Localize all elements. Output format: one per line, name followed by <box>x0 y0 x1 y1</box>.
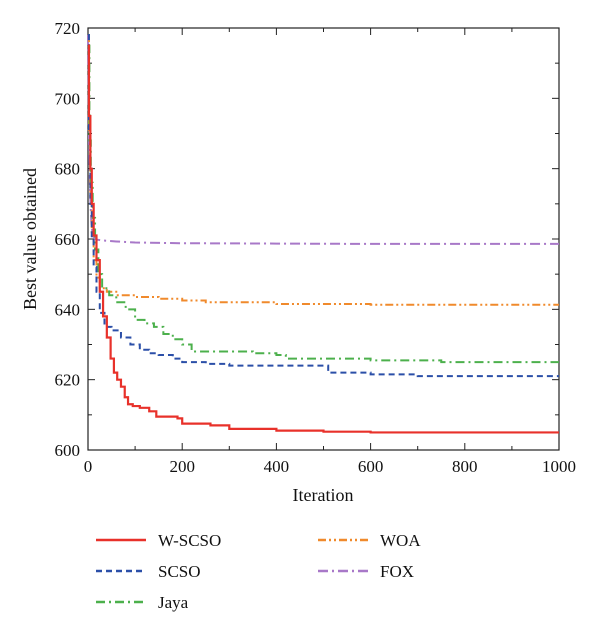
legend: W-SCSO SCSO Jaya WOA FOX <box>96 531 421 612</box>
y-tick-label: 720 <box>55 19 81 38</box>
x-axis: 0 200 400 600 800 1000 <box>84 28 576 476</box>
y-tick-label: 620 <box>55 371 81 390</box>
y-tick-label: 680 <box>55 160 81 179</box>
series-line-woa <box>87 34 559 306</box>
series-line-jaya <box>88 44 559 364</box>
x-tick-label: 800 <box>452 457 478 476</box>
y-axis-label: Best value obtained <box>20 168 40 310</box>
y-tick-label: 600 <box>55 441 81 460</box>
x-tick-label: 0 <box>84 457 93 476</box>
series-line-w-scso <box>87 44 559 434</box>
x-axis-label: Iteration <box>293 485 354 505</box>
y-axis: 600 620 640 660 680 700 720 <box>55 19 559 460</box>
x-tick-label: 200 <box>169 457 195 476</box>
x-tick-label: 600 <box>358 457 384 476</box>
series-group <box>87 34 559 434</box>
x-tick-label: 400 <box>264 457 290 476</box>
y-tick-label: 640 <box>55 300 81 319</box>
y-tick-label: 660 <box>55 230 81 249</box>
y-tick-label: 700 <box>55 89 81 108</box>
legend-label: W-SCSO <box>158 531 221 550</box>
plot-frame <box>87 27 560 451</box>
x-tick-label: 1000 <box>542 457 576 476</box>
legend-label: WOA <box>380 531 421 550</box>
legend-label: Jaya <box>158 593 189 612</box>
legend-label: SCSO <box>158 562 201 581</box>
legend-label: FOX <box>380 562 414 581</box>
